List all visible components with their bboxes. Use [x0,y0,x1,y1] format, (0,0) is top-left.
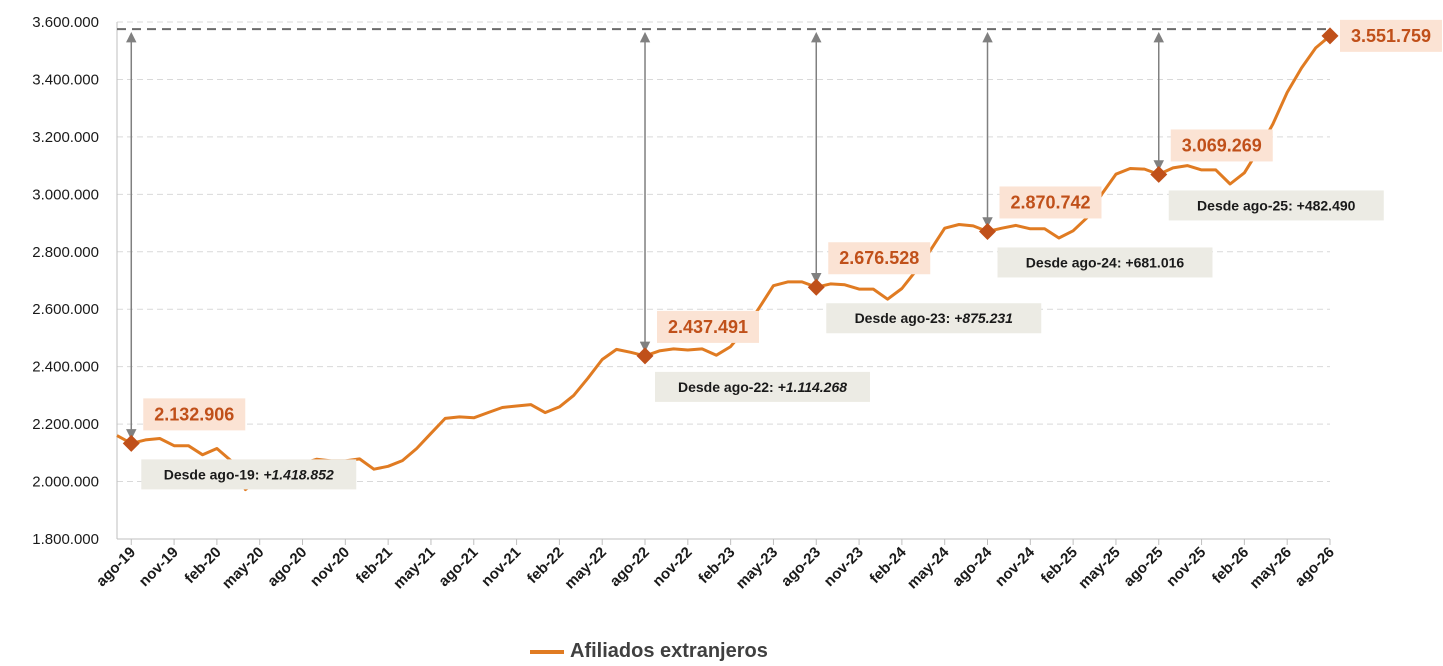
y-tick-label: 2.800.000 [32,244,99,261]
x-tick-label: ago-24 [949,543,996,590]
value-label-bg [1170,129,1273,162]
difference-label-bg [1168,190,1384,221]
data-marker [979,222,996,240]
value-label-bg [657,310,760,343]
x-tick-label: may-24 [904,543,953,592]
difference-value: +875.231 [954,310,1013,326]
value-label-bg [143,398,246,431]
y-tick-label: 3.400.000 [32,71,99,88]
difference-label-bg [826,303,1042,334]
x-tick-label: may-26 [1246,544,1295,593]
data-marker [636,347,654,365]
value-label: 2.870.742 [1010,192,1090,212]
difference-value: +482.490 [1297,197,1356,213]
x-tick-label: ago-22 [607,544,653,590]
x-tick-label: ago-26 [1292,544,1338,590]
difference-value: +681.016 [1125,254,1184,270]
x-tick-label: nov-23 [821,544,867,590]
y-tick-label: 3.200.000 [32,129,99,146]
annotation-labels: 2.132.906 Desde ago-19: +1.418.852 2.437.4… [141,19,1442,490]
difference-label: Desde ago-24: +681.016 [1026,254,1185,270]
difference-prefix: Desde ago-22: [678,379,778,395]
value-label-bg [999,186,1102,219]
value-label: 3.551.759 [1351,26,1431,46]
value-label-bg [828,242,931,275]
x-tick-label: nov-19 [136,544,182,590]
x-tick-label: nov-22 [649,544,695,590]
y-tick-label: 2.600.000 [32,301,99,318]
x-tick-label: ago-19 [93,544,139,590]
x-tick-label: may-23 [733,544,782,593]
difference-prefix: Desde ago-24: [1026,254,1126,270]
x-tick-label: ago-23 [778,544,824,590]
legend: Afiliados extranjeros [530,640,768,663]
x-tick-label: ago-21 [435,544,481,590]
data-marker [1150,165,1168,183]
y-tick-label: 2.400.000 [32,359,99,376]
difference-label: Desde ago-23: +875.231 [855,310,1014,326]
difference-label-bg [997,247,1213,278]
y-tick-label: 2.000.000 [32,474,99,491]
x-tick-label: may-25 [1075,544,1124,593]
difference-prefix: Desde ago-23: [855,310,955,326]
x-tick-label: nov-20 [307,544,353,590]
difference-prefix: Desde ago-19: [164,466,264,482]
legend-swatch [530,649,564,654]
legend-label: Afiliados extranjeros [570,640,768,662]
y-tick-label: 3.000.000 [32,186,99,203]
y-tick-label: 1.800.000 [32,531,99,548]
line-chart: 1.800.000 2.000.000 2.200.000 2.400.000 2.60… [32,14,1442,593]
x-tick-label: nov-25 [1163,544,1209,590]
value-label-bg [1340,19,1442,52]
value-label: 2.437.491 [668,317,748,337]
data-marker [807,278,825,296]
difference-label-bg [141,459,357,490]
x-tick-label: may-20 [219,544,268,593]
x-tick-label: may-21 [390,544,439,593]
x-tick-label: nov-24 [992,543,1039,590]
data-marker [122,434,140,452]
difference-label: Desde ago-25: +482.490 [1197,197,1356,213]
value-label: 3.069.269 [1182,135,1262,155]
x-tick-label: ago-25 [1120,544,1166,590]
y-tick-label: 2.200.000 [32,416,99,433]
x-tick-label: ago-20 [264,544,310,590]
difference-prefix: Desde ago-25: [1197,197,1297,213]
y-tick-label: 3.600.000 [32,14,99,31]
difference-label: Desde ago-19: +1.418.852 [164,466,334,482]
difference-label: Desde ago-22: +1.114.268 [678,379,847,395]
difference-label-bg [655,371,871,402]
value-label: 2.676.528 [839,248,919,268]
difference-value: +1.114.268 [778,379,848,395]
x-tick-label: nov-21 [478,544,524,590]
y-axis: 1.800.000 2.000.000 2.200.000 2.400.000 2.60… [32,14,118,548]
difference-arrows [126,31,1165,440]
difference-value: +1.418.852 [263,466,334,482]
value-label: 2.132.906 [154,404,234,424]
x-tick-label: may-22 [561,544,610,593]
